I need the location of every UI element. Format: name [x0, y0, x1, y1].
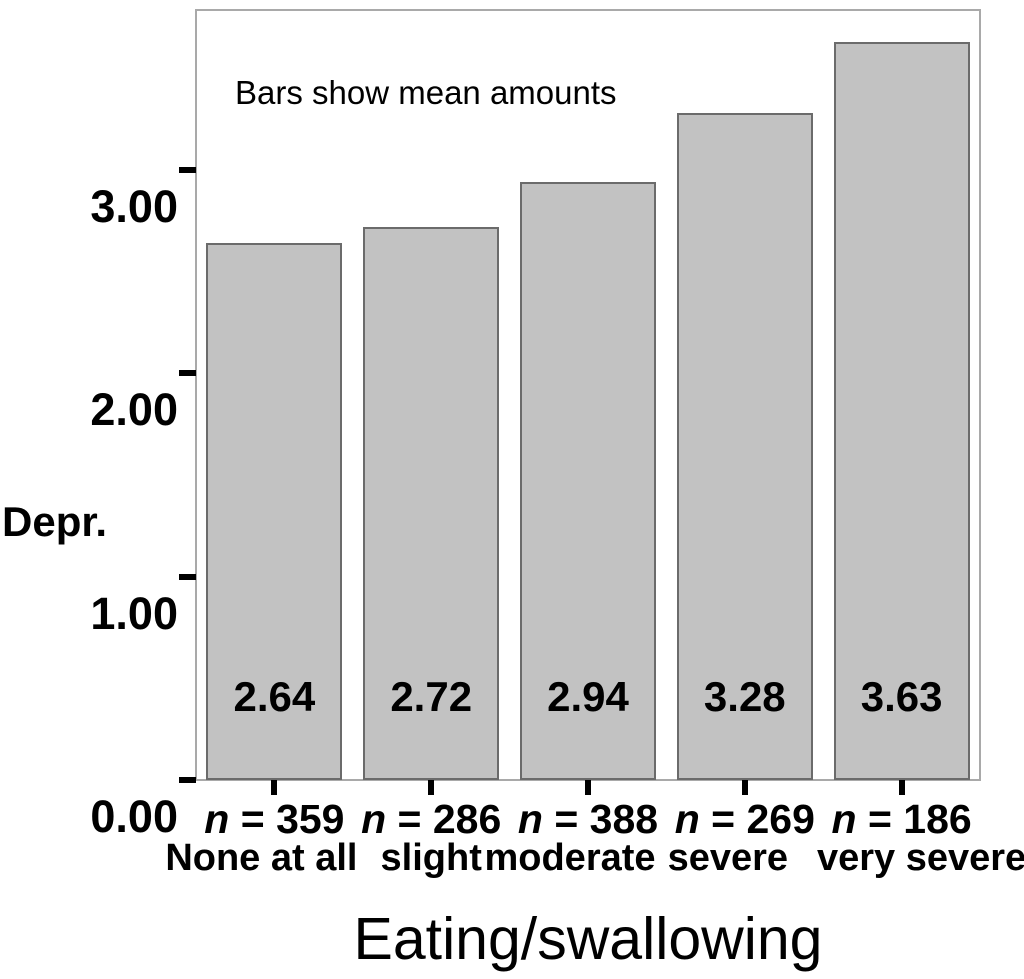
x-tick [271, 780, 277, 795]
y-tick-label: 3.00 [90, 180, 178, 232]
y-tick-label: 2.00 [90, 384, 178, 436]
y-tick [179, 777, 196, 783]
y-tick [179, 573, 196, 580]
y-tick [179, 370, 196, 377]
y-tick-label: 0.00 [90, 791, 178, 842]
bar-value-label: 2.94 [547, 673, 629, 720]
bar [363, 227, 499, 780]
chart-annotation: Bars show mean amounts [235, 74, 617, 111]
n-symbol: n [674, 796, 700, 842]
bar-value-label: 2.64 [233, 673, 316, 720]
category-label: None at all [165, 837, 358, 879]
category-label: slight [380, 837, 482, 879]
bar-value-label: 3.28 [703, 673, 786, 720]
category-label: severe [667, 837, 789, 879]
sample-size-label: n = 186 [831, 796, 972, 842]
sample-size-label: n = 286 [361, 796, 502, 842]
x-tick [742, 780, 748, 795]
y-tick-label: 1.00 [90, 587, 178, 639]
y-axis-title: Depr. [2, 498, 108, 545]
sample-size-label: n = 388 [517, 796, 659, 842]
x-tick [428, 780, 434, 795]
n-symbol: n [831, 796, 857, 842]
category-label: moderate [484, 837, 656, 879]
bar [206, 243, 342, 780]
bar [834, 42, 970, 780]
sample-size-label: n = 359 [204, 796, 345, 842]
y-tick [179, 166, 196, 173]
bar [677, 113, 813, 780]
category-label: very severe [816, 837, 1024, 879]
n-symbol: n [204, 796, 230, 842]
bar [520, 182, 656, 780]
n-symbol: n [517, 796, 543, 842]
x-axis-title: Eating/swallowing [353, 906, 823, 972]
bar-value-label: 2.72 [390, 673, 473, 720]
bar-value-label: 3.63 [860, 673, 943, 720]
sample-size-label: n = 269 [674, 796, 815, 842]
x-tick [899, 780, 905, 795]
x-tick [585, 780, 591, 795]
n-symbol: n [361, 796, 387, 842]
